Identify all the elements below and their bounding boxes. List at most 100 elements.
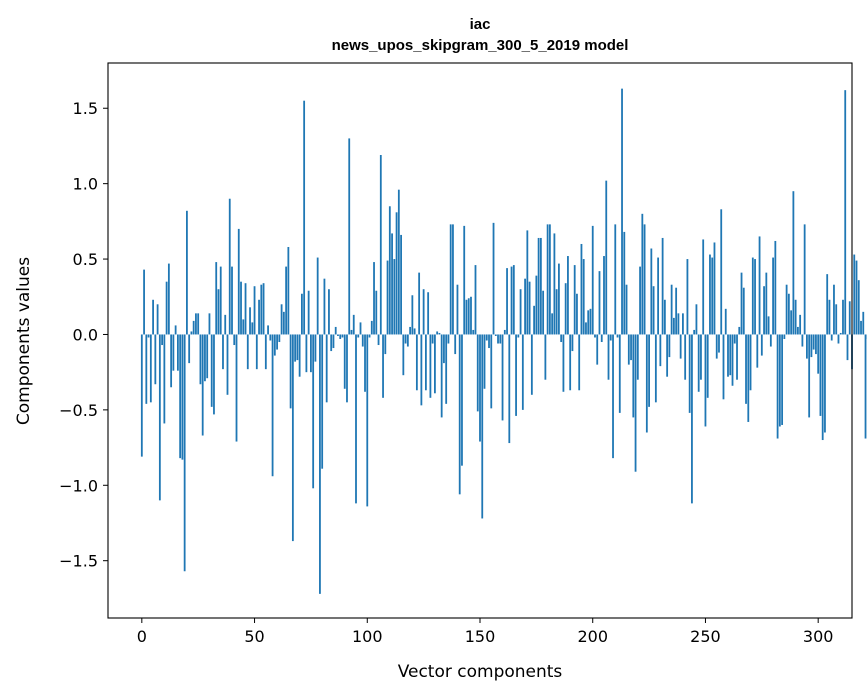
bar-18 [181,334,184,460]
bar-255 [715,334,718,359]
bar-248 [700,334,702,380]
bar-192 [573,265,576,335]
bar-85 [332,334,335,349]
bar-53 [260,284,263,335]
bar-157 [494,334,497,336]
bar-223 [643,224,646,335]
bar-159 [499,334,502,344]
bar-69 [296,334,299,361]
x-tick-label: 200 [577,627,608,646]
bar-259 [724,308,727,335]
bar-309 [837,334,840,344]
bar-149 [476,334,479,412]
bar-110 [388,206,391,335]
bar-136 [447,334,450,344]
bar-214 [623,231,626,335]
bar-162 [506,268,508,335]
bar-180 [546,224,549,335]
bar-304 [826,274,829,335]
bar-289 [792,191,795,335]
bar-177 [539,237,542,335]
bar-308 [835,304,838,335]
bar-155 [490,334,493,409]
bar-142 [461,334,463,466]
bar-170 [524,278,526,335]
bar-106 [379,155,382,335]
bar-150 [479,334,481,442]
bar-282 [776,334,779,439]
bar-199 [589,308,592,335]
bar-9 [161,334,164,346]
bar-318 [857,280,860,335]
bar-158 [497,334,499,344]
bar-105 [377,334,380,346]
bar-210 [614,224,617,335]
bar-310 [839,332,842,335]
bar-43 [237,228,240,335]
bar-222 [641,213,644,335]
bar-11 [165,281,168,335]
bar-314 [848,301,851,335]
bar-242 [686,259,689,335]
bar-7 [156,304,159,335]
bar-303 [824,334,826,433]
bar-0 [140,334,143,457]
x-tick-label: 50 [244,627,264,646]
bar-63 [282,311,285,335]
bar-8 [158,334,161,501]
bar-300 [817,334,820,374]
bar-269 [747,334,750,422]
bar-154 [488,334,490,349]
bar-320 [862,311,865,335]
bar-261 [729,334,732,376]
bar-121 [413,328,416,335]
bar-270 [749,334,752,391]
bar-31 [210,334,213,407]
bar-12 [167,263,170,335]
bar-204 [600,334,603,343]
bar-4 [149,334,152,403]
y-tick-label: −1.0 [59,476,98,495]
bar-230 [659,334,662,367]
bar-82 [325,334,328,403]
bar-293 [801,334,804,347]
bar-247 [697,334,700,392]
bar-251 [706,334,709,398]
y-tick-label: 0.5 [73,250,98,269]
bar-166 [515,334,517,416]
bar-198 [587,310,590,335]
bar-37 [224,314,227,335]
bar-120 [411,295,414,335]
bar-52 [258,299,260,335]
bar-213 [621,88,623,335]
bar-122 [415,334,418,391]
bar-212 [618,334,621,413]
bar-316 [853,254,856,335]
bar-175 [535,275,538,335]
bar-107 [382,334,384,398]
bar-277 [765,272,768,335]
bar-284 [781,334,784,425]
bar-321 [864,334,867,439]
bar-244 [691,334,693,504]
bar-93 [350,329,353,335]
bar-21 [188,334,191,364]
bar-1 [143,269,145,335]
bar-16 [176,334,179,371]
bar-80 [321,334,324,469]
bar-141 [458,334,461,495]
bar-88 [339,334,342,339]
bar-26 [199,334,202,385]
bar-91 [346,334,348,403]
x-axis-ticks: 0 50 100 150 200 250 300 [137,618,833,646]
bar-42 [235,334,238,442]
bar-54 [262,283,265,335]
bar-98 [361,334,364,347]
bar-181 [548,224,551,335]
bar-229 [657,257,660,335]
bar-254 [713,242,716,335]
bar-39 [228,198,231,335]
bar-245 [693,329,696,335]
bar-10 [163,334,166,424]
